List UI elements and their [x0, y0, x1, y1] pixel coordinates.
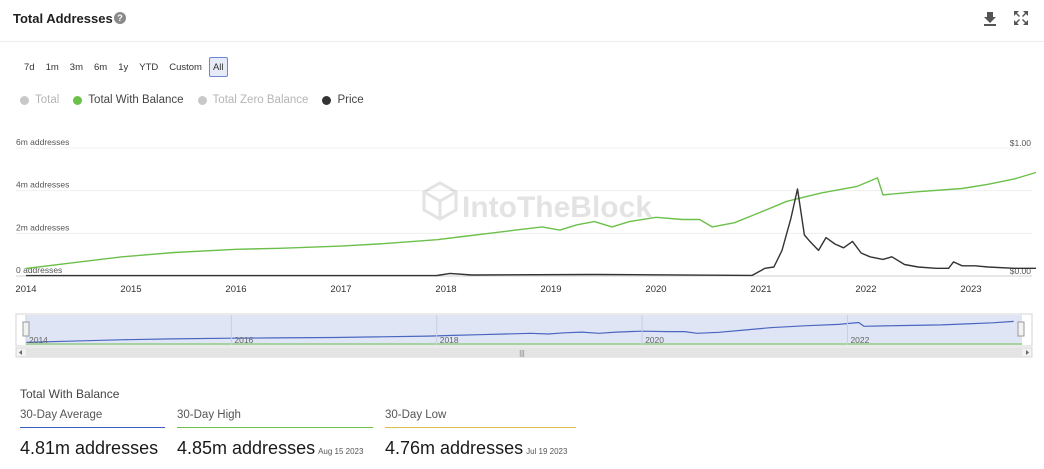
- chart-header: Total Addresses ?: [0, 0, 1044, 42]
- x-tick-label: 2016: [225, 284, 246, 295]
- legend-dot: [20, 95, 29, 105]
- y-left-tick-label: 0 addresses: [16, 265, 62, 275]
- y-left-tick-label: 2m addresses: [16, 222, 69, 232]
- legend-label: Total With Balance: [88, 94, 184, 106]
- watermark: IntoTheBlock: [422, 181, 652, 224]
- navigator-chart[interactable]: 2014 2016 2018 2020 2022 |||: [0, 312, 1044, 362]
- page-title: Total Addresses: [13, 11, 113, 26]
- navigator-x-tick-label: 2022: [850, 335, 869, 345]
- expand-icon[interactable]: [1013, 10, 1029, 26]
- help-icon[interactable]: ?: [114, 12, 126, 24]
- legend-item-price[interactable]: Price: [322, 94, 364, 106]
- x-tick-label: 2015: [120, 284, 141, 295]
- range-7d-button[interactable]: 7d: [20, 57, 39, 77]
- scrollbar-grip: |||: [519, 351, 525, 358]
- stat-date: Aug 15 2023: [318, 447, 364, 456]
- stat-value: 4.76m addresses Jul 19 2023: [385, 438, 576, 459]
- navigator-series-line: [25, 320, 1014, 343]
- x-tick-label: 2017: [330, 284, 351, 295]
- navigator-handle: [22, 321, 30, 337]
- stat-rule: [385, 427, 576, 428]
- x-tick-label: 2018: [435, 284, 456, 295]
- range-3m-button[interactable]: 3m: [65, 57, 87, 77]
- x-tick-label: 2014: [15, 284, 36, 295]
- legend-dot: [73, 95, 83, 105]
- stat-label: 30-Day High: [177, 409, 241, 421]
- stat-label: 30-Day Average: [20, 409, 103, 421]
- stat-date: Jul 19 2023: [526, 447, 568, 456]
- legend-item-total-with-balance[interactable]: Total With Balance: [73, 94, 184, 106]
- navigator-x-tick-label: 2020: [645, 335, 664, 345]
- range-1m-button[interactable]: 1m: [41, 57, 63, 77]
- stat-30-day-high: 30-Day High 4.85m addresses Aug 15 2023: [177, 409, 373, 459]
- y-left-tick-label: 4m addresses: [16, 180, 69, 190]
- legend-label: Price: [337, 94, 364, 106]
- range-ytd-button[interactable]: YTD: [135, 57, 163, 77]
- navigator-scrollbar-thumb: [26, 349, 1022, 356]
- range-selector: 7d 1m 3m 6m 1y YTD Custom All: [20, 57, 228, 77]
- download-icon[interactable]: [982, 10, 998, 26]
- stat-label: 30-Day Low: [385, 409, 447, 421]
- navigator-x-tick-label: 2014: [29, 335, 48, 345]
- stat-number: 4.85m addresses: [177, 438, 316, 458]
- navigator-x-tick-label: 2016: [234, 335, 253, 345]
- legend-item-total-zero-balance[interactable]: Total Zero Balance: [197, 94, 309, 106]
- legend-dot: [322, 95, 332, 105]
- x-tick-label: 2022: [855, 284, 876, 295]
- legend-item-total[interactable]: Total: [20, 94, 59, 106]
- stat-value: 4.85m addresses Aug 15 2023: [177, 438, 373, 459]
- navigator-selected-range: [26, 315, 1022, 345]
- series-line-total-with-balance: [25, 171, 1037, 270]
- x-tick-label: 2019: [540, 284, 561, 295]
- stat-rule: [177, 427, 373, 428]
- y-right-tick-label: $0.00: [1010, 266, 1032, 276]
- x-tick-label: 2023: [960, 284, 981, 295]
- y-left-tick-label: 6m addresses: [16, 137, 69, 147]
- stat-number: 4.81m addresses: [20, 438, 159, 458]
- stats-title: Total With Balance: [20, 387, 120, 401]
- scroll-left-arrow-icon: [19, 350, 22, 355]
- series-line-price: [25, 188, 1036, 277]
- legend-dot: [197, 95, 207, 105]
- x-tick-label: 2020: [645, 284, 666, 295]
- scroll-right-arrow-icon: [1026, 350, 1029, 355]
- y-right-tick-label: $1.00: [1010, 138, 1032, 148]
- stat-30-day-average: 30-Day Average 4.81m addresses: [20, 409, 165, 459]
- range-1y-button[interactable]: 1y: [114, 57, 133, 77]
- range-all-button[interactable]: All: [208, 57, 228, 77]
- chart-legend: Total Total With Balance Total Zero Bala…: [20, 94, 364, 106]
- legend-label: Total: [35, 94, 60, 106]
- main-chart[interactable]: 0 addresses 2m addresses 4m addresses 6m ad…: [0, 130, 1044, 300]
- stat-number: 4.76m addresses: [385, 438, 524, 458]
- range-6m-button[interactable]: 6m: [89, 57, 112, 77]
- x-tick-label: 2021: [750, 284, 771, 295]
- navigator-handle: [1017, 321, 1025, 337]
- watermark-logo-icon: [422, 181, 458, 221]
- stat-value: 4.81m addresses: [20, 438, 165, 459]
- range-custom-button[interactable]: Custom: [165, 57, 206, 77]
- stat-rule: [20, 427, 165, 428]
- navigator-x-tick-label: 2018: [440, 335, 459, 345]
- stat-30-day-low: 30-Day Low 4.76m addresses Jul 19 2023: [385, 409, 576, 459]
- watermark-text: IntoTheBlock: [462, 191, 652, 224]
- legend-label: Total Zero Balance: [212, 94, 309, 106]
